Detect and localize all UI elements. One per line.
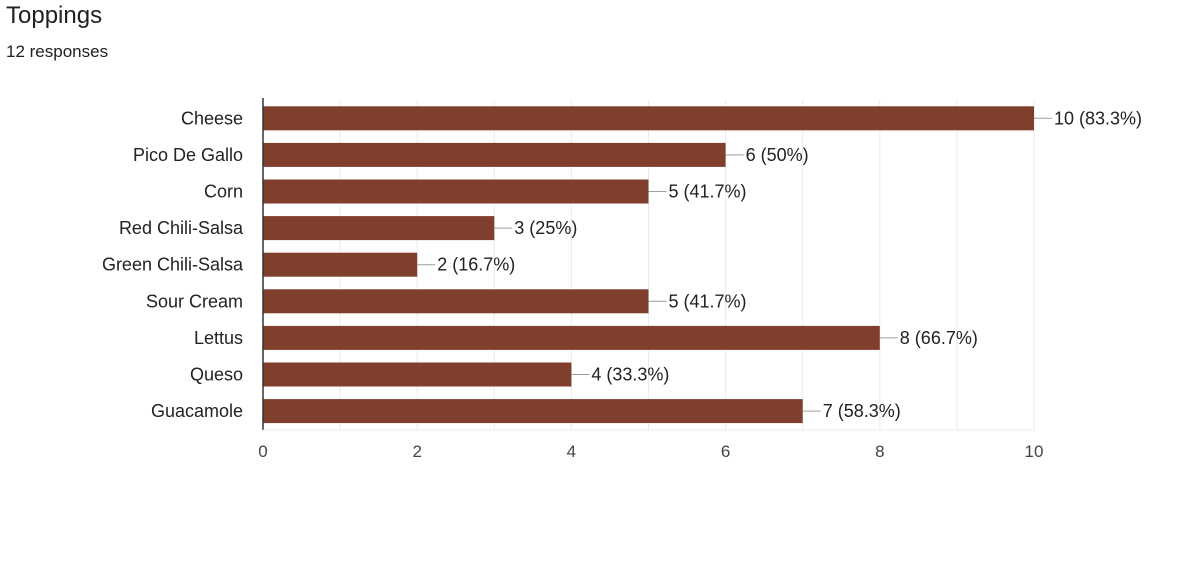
data-label: 5 (41.7%) — [669, 291, 747, 311]
category-label: Queso — [190, 365, 243, 385]
data-label: 8 (66.7%) — [900, 328, 978, 348]
category-label: Sour Cream — [146, 291, 243, 311]
bar — [263, 399, 803, 424]
bar — [263, 289, 649, 314]
x-tick-label: 0 — [258, 442, 267, 461]
x-tick-label: 8 — [875, 442, 884, 461]
bars — [263, 106, 1034, 424]
category-label: Guacamole — [151, 401, 243, 421]
data-label: 2 (16.7%) — [437, 255, 515, 275]
bar — [263, 325, 880, 350]
bar — [263, 106, 1034, 131]
data-label: 5 (41.7%) — [669, 182, 747, 202]
data-label: 7 (58.3%) — [823, 401, 901, 421]
category-label: Cheese — [181, 108, 243, 128]
category-label: Lettus — [194, 328, 243, 348]
response-count: 12 responses — [6, 42, 109, 61]
data-label: 6 (50%) — [746, 145, 809, 165]
category-label: Green Chili-Salsa — [102, 255, 244, 275]
x-tick-label: 10 — [1025, 442, 1044, 461]
category-label: Red Chili-Salsa — [119, 218, 244, 238]
data-label: 10 (83.3%) — [1054, 108, 1142, 128]
x-tick-label: 4 — [567, 442, 576, 461]
bar — [263, 252, 418, 277]
chart-title: Toppings — [6, 2, 103, 29]
axes — [262, 98, 1034, 431]
x-tick-label: 2 — [412, 442, 421, 461]
category-label: Pico De Gallo — [133, 145, 243, 165]
bar — [263, 216, 495, 241]
category-label: Corn — [204, 182, 243, 202]
bar — [263, 179, 649, 204]
bar — [263, 142, 726, 167]
x-tick-label: 6 — [721, 442, 730, 461]
data-label: 3 (25%) — [514, 218, 577, 238]
labels: Cheese 10 (83.3%) Pico De Gallo 6 (50%) Corn… — [102, 108, 1142, 461]
data-label: 4 (33.3%) — [591, 365, 669, 385]
bar — [263, 362, 572, 387]
